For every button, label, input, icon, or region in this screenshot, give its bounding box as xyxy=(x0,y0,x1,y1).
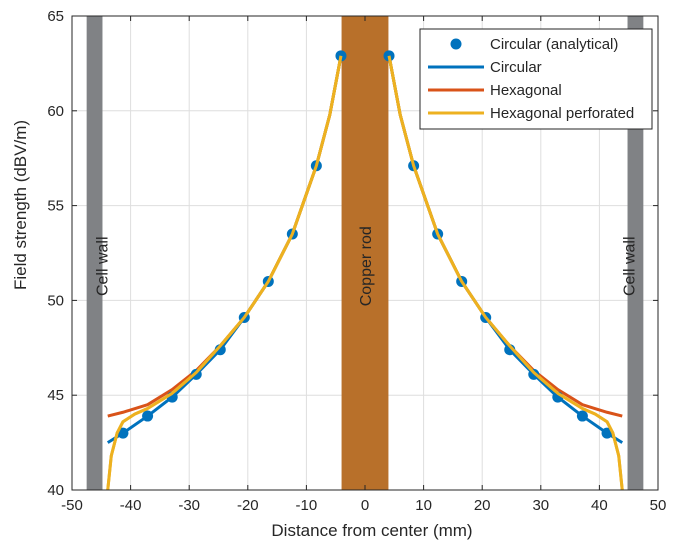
legend-entry-label: Circular xyxy=(490,59,542,76)
series-line xyxy=(387,55,624,490)
x-tick-label: 30 xyxy=(532,497,549,514)
region-band xyxy=(86,16,103,490)
data-point-marker xyxy=(335,50,347,62)
plot-area xyxy=(106,50,624,490)
axes-frame xyxy=(71,15,659,491)
region-band xyxy=(341,16,389,490)
x-axis-label: Distance from center (mm) xyxy=(271,521,472,540)
y-tick-label: 40 xyxy=(47,482,64,499)
region-label: Cell wall xyxy=(622,236,639,296)
legend-entry-label: Circular (analytical) xyxy=(490,36,618,53)
y-tick-label: 55 xyxy=(47,198,64,215)
data-point-marker xyxy=(383,50,395,62)
legend-marker xyxy=(450,38,462,50)
y-axis-label: Field strength (dBV/m) xyxy=(11,120,30,290)
data-point-marker xyxy=(117,427,129,439)
data-point-marker xyxy=(601,427,613,439)
series-line xyxy=(106,55,343,490)
region-label: Cell wall xyxy=(94,236,111,296)
x-tick-label: 20 xyxy=(474,497,491,514)
y-tick-label: 45 xyxy=(47,387,64,404)
legend-entry-label: Hexagonal xyxy=(490,82,562,99)
x-tick-label: -30 xyxy=(178,497,200,514)
data-point-marker xyxy=(142,410,154,422)
x-tick-label: -40 xyxy=(120,497,142,514)
x-tick-label: 10 xyxy=(415,497,432,514)
x-tick-label: 40 xyxy=(591,497,608,514)
region-band xyxy=(627,16,644,490)
y-tick-label: 60 xyxy=(47,103,64,120)
x-tick-label: 50 xyxy=(650,497,667,514)
x-tick-label: 0 xyxy=(361,497,369,514)
x-tick-label: -20 xyxy=(237,497,259,514)
y-tick-label: 50 xyxy=(47,292,64,309)
x-tick-label: -50 xyxy=(61,497,83,514)
tick-labels: -50 -40 -30 -20 -10 0 10 20 30 40 50 40 45 50 55 60 65 xyxy=(47,8,666,514)
legend: Circular (analytical) Circular Hexagonal He… xyxy=(419,28,653,130)
legend-entry-label: Hexagonal perforated xyxy=(490,105,634,122)
y-tick-label: 65 xyxy=(47,8,64,25)
region-bands: Cell wall Copper rod Cell wall xyxy=(86,16,644,490)
x-tick-label: -10 xyxy=(296,497,318,514)
region-label: Copper rod xyxy=(358,226,375,306)
data-point-marker xyxy=(576,410,588,422)
series-lines xyxy=(106,50,624,490)
